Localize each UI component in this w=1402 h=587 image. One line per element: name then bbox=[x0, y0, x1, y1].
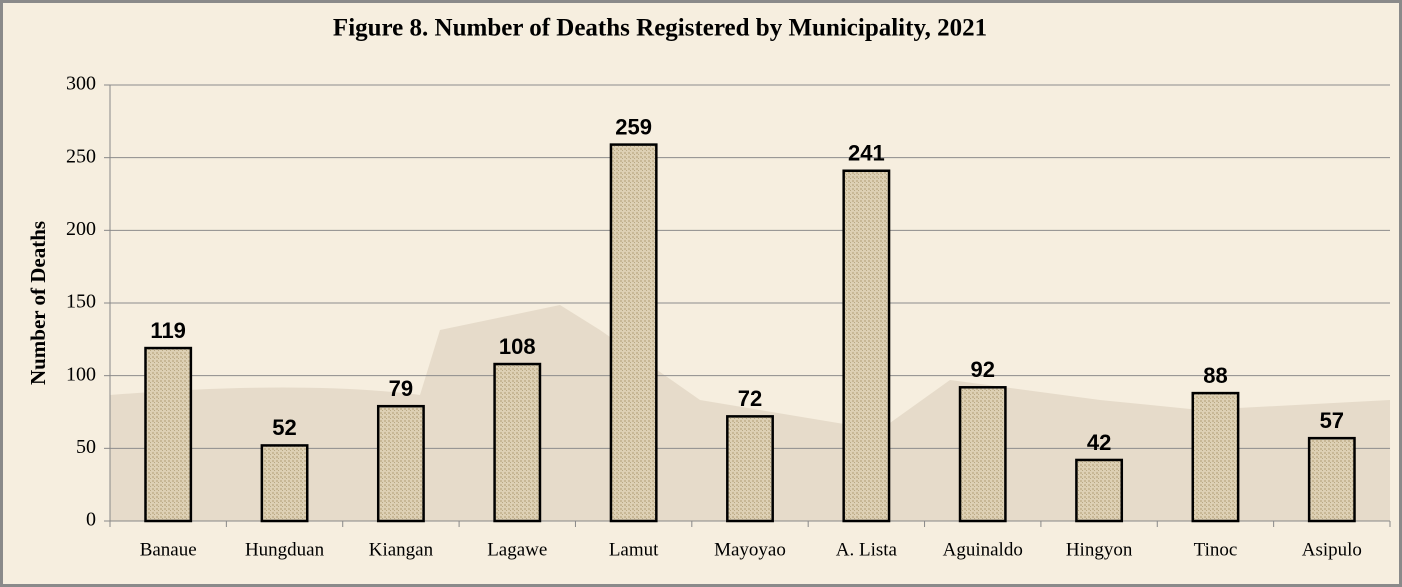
bar bbox=[958, 386, 1007, 523]
plot-area: 0 50 100 150 200 250 300 Banaue 119 Hungduan 52 Kia… bbox=[66, 73, 1391, 560]
bar bbox=[1075, 458, 1124, 523]
bar bbox=[726, 415, 774, 523]
x-tick-label: Asipulo bbox=[1302, 539, 1362, 560]
bar bbox=[1307, 436, 1356, 523]
data-label: 88 bbox=[1203, 363, 1227, 388]
data-label: 52 bbox=[272, 415, 296, 440]
bar bbox=[609, 143, 658, 523]
x-tick-label: Banaue bbox=[140, 539, 197, 560]
data-label: 57 bbox=[1320, 408, 1344, 433]
x-tick-label: Hungduan bbox=[245, 539, 325, 560]
y-tick-label: 200 bbox=[66, 218, 96, 240]
data-label: 241 bbox=[848, 141, 885, 166]
x-tick-label: A. Lista bbox=[836, 539, 898, 560]
y-tick-label: 50 bbox=[76, 436, 96, 458]
bar bbox=[376, 404, 425, 523]
x-tick-label: Aguinaldo bbox=[943, 539, 1023, 560]
x-tick-label: Lamut bbox=[609, 539, 659, 560]
bar bbox=[144, 346, 193, 523]
y-tick-label: 100 bbox=[66, 363, 96, 385]
x-tick-label: Kiangan bbox=[369, 539, 434, 560]
bar bbox=[842, 169, 891, 523]
y-tick-label: 300 bbox=[66, 73, 96, 95]
data-label: 92 bbox=[970, 357, 994, 382]
data-label: 119 bbox=[150, 318, 186, 343]
bar bbox=[1191, 391, 1240, 523]
background-silhouette bbox=[110, 305, 1390, 521]
x-tick-label: Hingyon bbox=[1066, 539, 1133, 560]
y-axis-label: Number of Deaths bbox=[26, 221, 50, 385]
y-tick-label: 0 bbox=[86, 509, 96, 531]
data-label: 108 bbox=[499, 334, 536, 359]
data-label: 72 bbox=[738, 386, 762, 411]
data-label: 42 bbox=[1087, 430, 1111, 455]
y-tick-label: 150 bbox=[66, 291, 96, 313]
x-tick-label: Mayoyao bbox=[714, 539, 786, 560]
bar bbox=[493, 362, 542, 523]
chart-title: Figure 8. Number of Deaths Registered by… bbox=[333, 15, 987, 42]
x-tick-label: Tinoc bbox=[1194, 539, 1238, 560]
data-label: 259 bbox=[615, 114, 652, 139]
y-tick-label: 250 bbox=[66, 145, 96, 167]
bar bbox=[260, 444, 309, 523]
x-tick-label: Lagawe bbox=[487, 539, 547, 560]
data-label: 79 bbox=[389, 376, 413, 401]
